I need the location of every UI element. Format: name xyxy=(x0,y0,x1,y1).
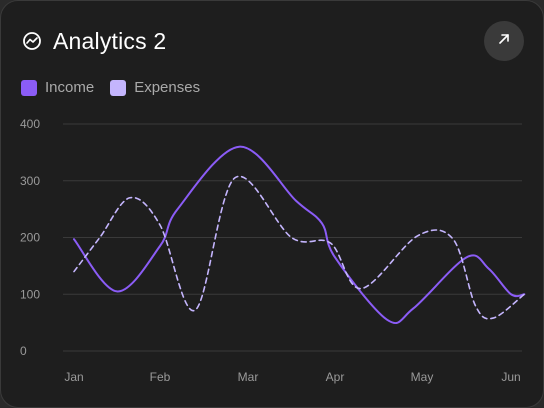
legend-item-income[interactable]: Income xyxy=(21,79,94,96)
legend-item-expenses[interactable]: Expenses xyxy=(110,79,200,96)
y-tick-label: 0 xyxy=(20,344,27,358)
series-line-income xyxy=(73,145,526,325)
y-tick-label: 100 xyxy=(20,287,40,301)
x-tick-label: Apr xyxy=(326,370,345,384)
x-tick-label: Mar xyxy=(238,370,259,384)
y-tick-label: 300 xyxy=(20,174,40,188)
y-tick-label: 400 xyxy=(20,117,40,131)
x-tick-label: Feb xyxy=(150,370,171,384)
x-tick-label: May xyxy=(411,370,434,384)
legend-swatch-income xyxy=(21,79,37,96)
legend-swatch-expenses xyxy=(110,79,127,96)
legend-label-income: Income xyxy=(45,79,95,96)
card-header: Analytics 2 xyxy=(21,23,166,59)
chart-legend: Income Expenses xyxy=(21,79,216,96)
expand-button[interactable] xyxy=(484,21,524,61)
card-title: Analytics 2 xyxy=(53,27,167,54)
y-tick-label: 200 xyxy=(20,231,40,245)
legend-label-expenses: Expenses xyxy=(134,79,201,96)
arrow-up-right-icon xyxy=(497,32,511,51)
x-tick-label: Jun xyxy=(501,370,520,384)
x-tick-label: Jan xyxy=(64,370,83,384)
trend-chart-icon xyxy=(21,30,43,52)
series-line-expenses xyxy=(73,175,526,320)
